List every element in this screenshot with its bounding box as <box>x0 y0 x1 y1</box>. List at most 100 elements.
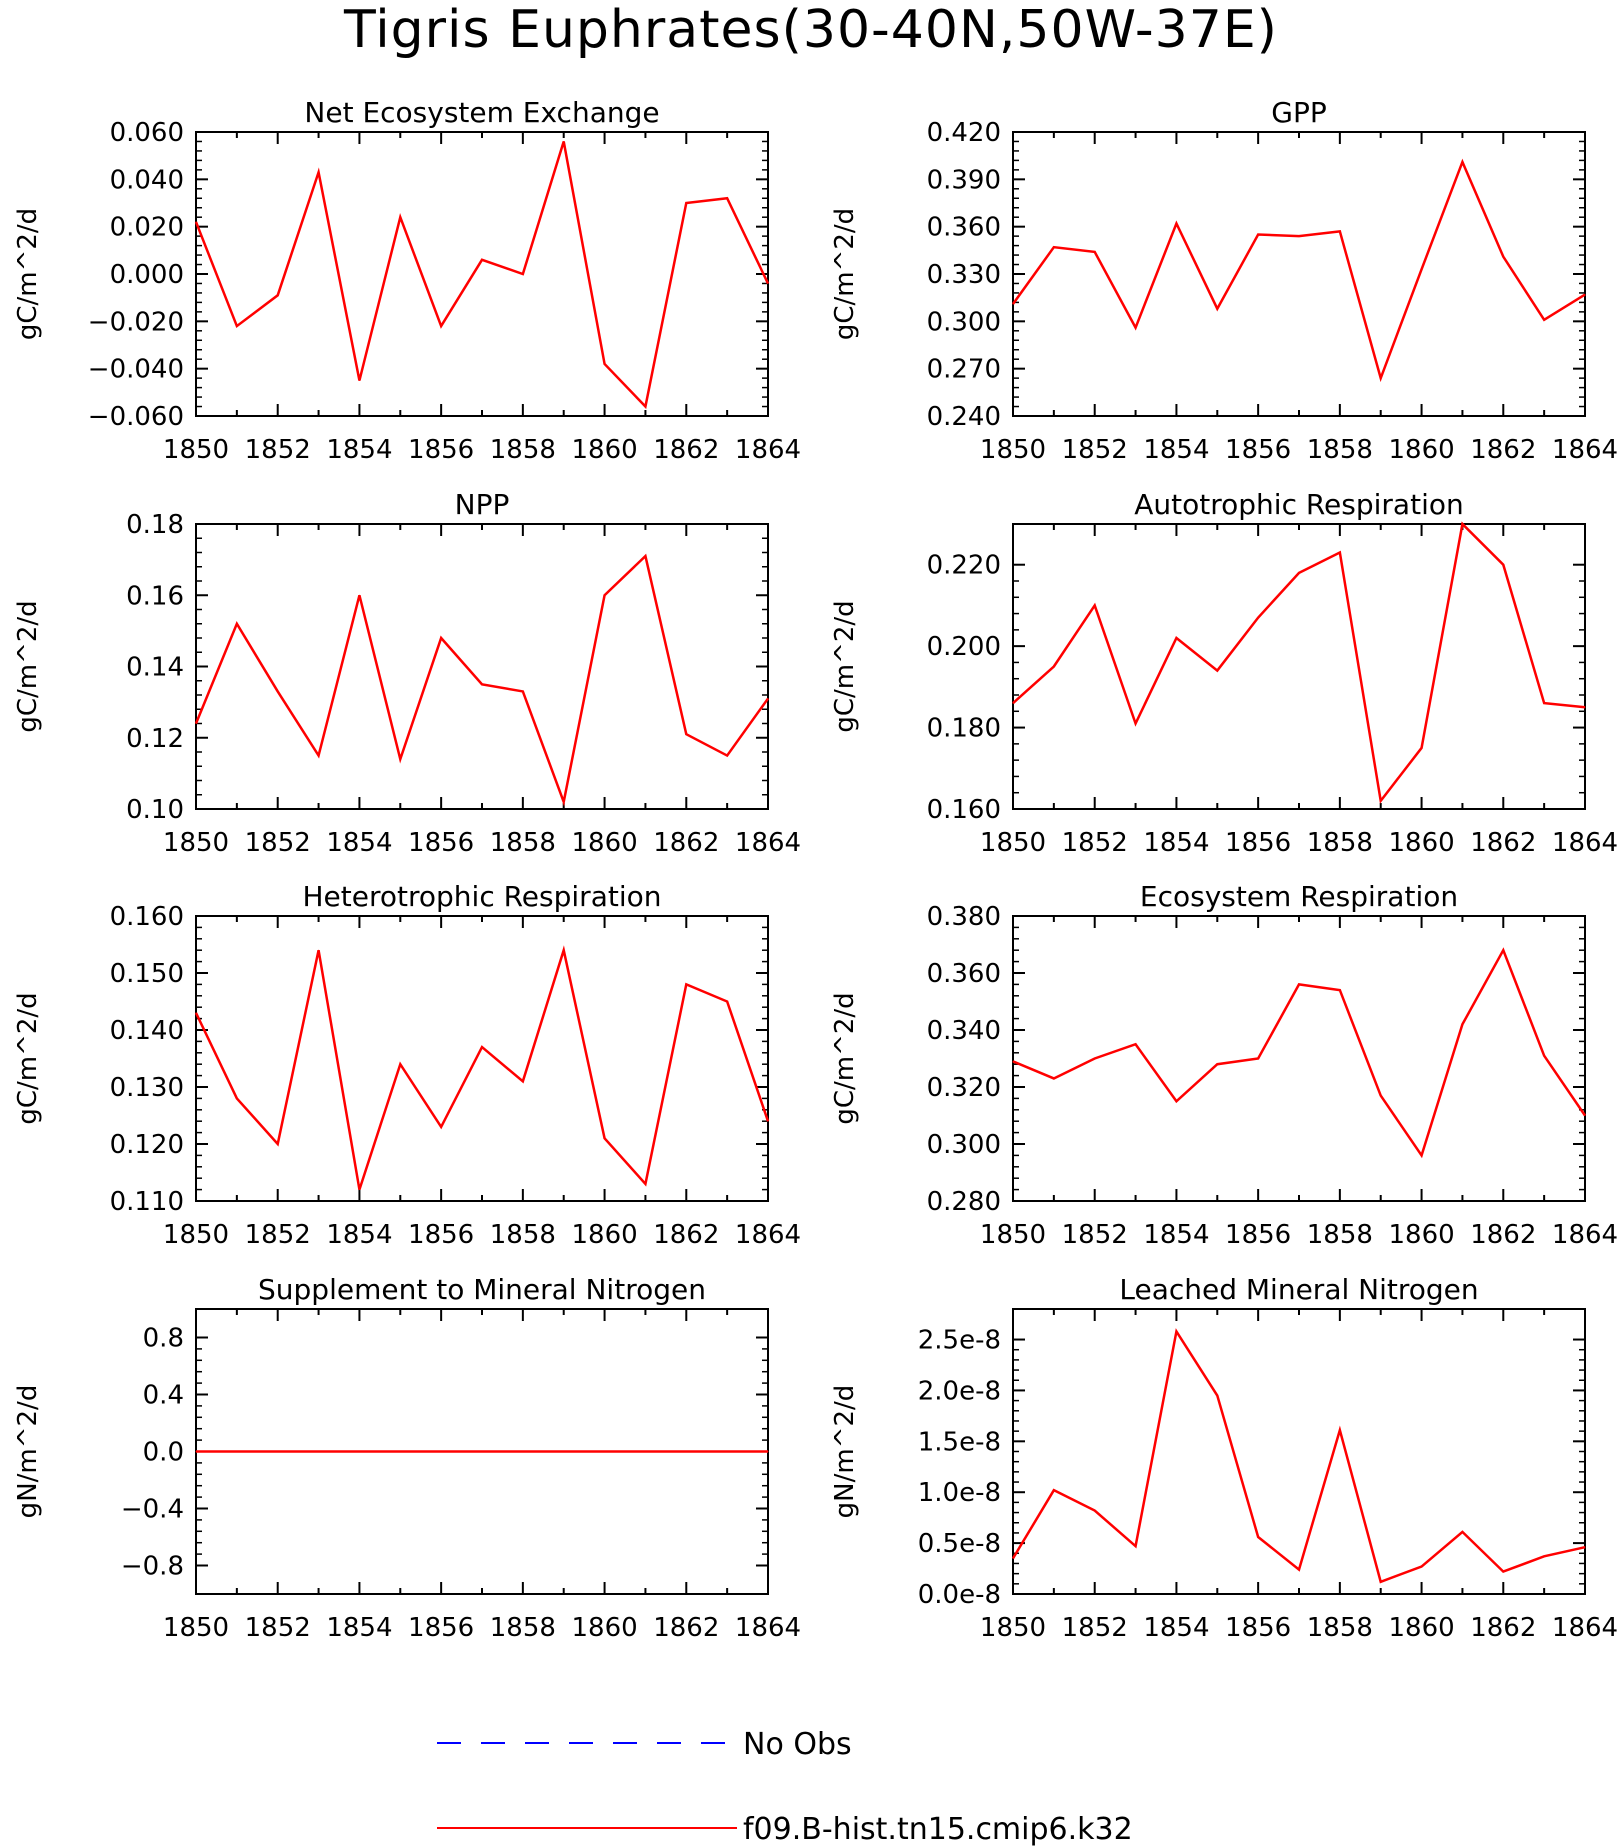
panel-title: Net Ecosystem Exchange <box>304 96 659 129</box>
data-point <box>1053 1077 1055 1079</box>
x-tick-label: 1864 <box>1552 1220 1618 1250</box>
data-point <box>358 1451 360 1452</box>
y-tick-label: 0.12 <box>126 724 184 754</box>
y-tick-label: 0.0e-8 <box>918 1580 1001 1610</box>
data-point <box>277 1451 279 1452</box>
series-line <box>194 141 770 410</box>
plot-frame <box>1012 131 1586 417</box>
y-axis-label: gC/m^2/d <box>830 600 860 732</box>
x-tick-label: 1854 <box>1143 1613 1209 1643</box>
data-point <box>1380 377 1382 379</box>
x-tick-label: 1860 <box>571 1613 637 1643</box>
data-point <box>195 221 197 223</box>
y-tick-label: 0.200 <box>927 632 1001 662</box>
y-tick-label: 2.0e-8 <box>918 1376 1001 1406</box>
x-tick-label: 1862 <box>1470 1220 1536 1250</box>
data-point <box>1339 552 1341 553</box>
data-point <box>1175 637 1177 639</box>
chart-panel-2: GPP gC/m^2/d 1850 1852 1854 1856 1858 1860 1862 1… <box>830 96 1618 465</box>
series-line <box>1012 947 1587 1159</box>
x-tick-label: 1856 <box>1225 1220 1291 1250</box>
y-tick-label: 0.240 <box>927 402 1001 432</box>
data-point <box>1543 319 1545 321</box>
data-point <box>236 1097 238 1099</box>
y-axis-label: gN/m^2/d <box>830 1385 860 1519</box>
x-tick-label: 1860 <box>1388 828 1454 858</box>
y-tick-label: 0.16 <box>126 581 184 611</box>
data-point <box>563 1451 565 1452</box>
y-axis-label: gC/m^2/d <box>13 600 43 732</box>
y-tick-label: −0.8 <box>121 1552 184 1582</box>
y-tick-label: 0.060 <box>110 118 184 148</box>
legend-label-2: f09.B-hist.tn15.cmip6.k32 <box>743 1812 1133 1847</box>
data-point <box>644 1183 646 1185</box>
data-point <box>1216 1063 1218 1065</box>
data-point <box>1135 327 1137 329</box>
y-tick-label: −0.040 <box>88 355 184 385</box>
y-tick-label: 0.180 <box>927 714 1001 744</box>
x-tick-label: 1864 <box>735 435 801 465</box>
x-tick-label: 1858 <box>490 1613 556 1643</box>
panel-title: Supplement to Mineral Nitrogen <box>258 1273 706 1306</box>
data-point <box>1094 604 1096 606</box>
data-point <box>1584 294 1586 296</box>
data-point <box>1094 251 1096 253</box>
data-point <box>1216 670 1218 672</box>
x-tick-label: 1856 <box>408 435 474 465</box>
data-point <box>1175 1100 1177 1102</box>
series-line <box>1012 521 1586 804</box>
data-point <box>563 801 565 803</box>
y-tick-label: 1.5e-8 <box>918 1427 1001 1457</box>
x-tick-label: 1858 <box>1307 828 1373 858</box>
y-tick-label: 0.320 <box>927 1073 1001 1103</box>
x-tick-label: 1850 <box>980 828 1046 858</box>
x-tick-label: 1856 <box>1225 1613 1291 1643</box>
x-tick-label: 1856 <box>408 828 474 858</box>
data-point <box>318 171 320 173</box>
y-tick-label: 1.0e-8 <box>918 1478 1001 1508</box>
data-point <box>1502 564 1504 566</box>
data-point <box>644 1451 646 1452</box>
data-point <box>1012 1557 1014 1559</box>
data-point <box>522 690 524 692</box>
data-point <box>604 363 606 365</box>
x-tick-label: 1864 <box>735 1220 801 1250</box>
x-tick-label: 1852 <box>1062 828 1128 858</box>
data-point <box>685 983 687 985</box>
data-point <box>1543 1055 1545 1057</box>
data-point <box>1053 246 1055 248</box>
data-point <box>1094 1058 1096 1059</box>
x-tick-label: 1852 <box>245 1613 311 1643</box>
data-point <box>726 755 728 757</box>
data-point <box>399 758 401 760</box>
y-tick-label: 2.5e-8 <box>918 1326 1001 1356</box>
data-point <box>277 1143 279 1145</box>
x-tick-label: 1862 <box>653 828 719 858</box>
data-point <box>685 202 687 204</box>
data-point <box>1135 1545 1137 1547</box>
data-point <box>318 755 320 757</box>
data-point <box>1584 706 1586 708</box>
data-point <box>1461 523 1463 525</box>
x-tick-label: 1860 <box>571 435 637 465</box>
chart-panel-7: Supplement to Mineral Nitrogen gN/m^2/d 18… <box>13 1273 801 1643</box>
panel-title: Autotrophic Respiration <box>1134 488 1463 521</box>
data-point <box>440 1126 442 1128</box>
data-point <box>195 1451 197 1452</box>
x-tick-label: 1850 <box>980 435 1046 465</box>
plot-frame <box>195 915 769 1202</box>
x-tick-label: 1858 <box>490 828 556 858</box>
y-tick-label: 0.040 <box>110 165 184 195</box>
data-point <box>358 380 360 381</box>
data-point <box>1216 1395 1218 1397</box>
y-tick-label: 0.300 <box>927 1130 1001 1160</box>
y-axis-label: gC/m^2/d <box>830 992 860 1124</box>
data-point <box>644 555 646 557</box>
y-tick-label: 0.140 <box>110 1016 184 1046</box>
x-tick-label: 1854 <box>1143 435 1209 465</box>
data-point <box>236 1451 238 1452</box>
x-tick-label: 1852 <box>1062 435 1128 465</box>
x-tick-label: 1854 <box>326 435 392 465</box>
x-tick-label: 1860 <box>571 828 637 858</box>
